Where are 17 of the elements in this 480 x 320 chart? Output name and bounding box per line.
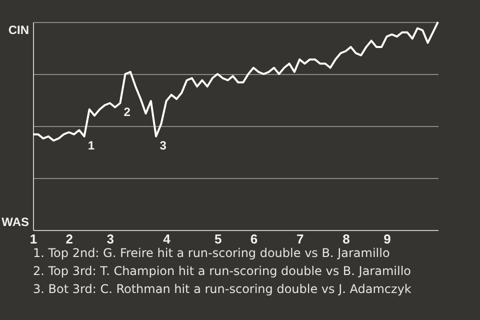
text: CIN	[8, 23, 29, 37]
x-tick-label: 8	[342, 232, 350, 246]
x-tick-label: 7	[296, 232, 304, 246]
x-tick-label: 1	[30, 232, 38, 246]
x-tick-label: 6	[250, 232, 258, 246]
x-tick-label: 9	[384, 232, 391, 246]
x-tick-label: 2	[66, 232, 74, 246]
x-tick-label: 3	[106, 232, 114, 246]
text: 3. Bot 3rd: C. Rothman hit a run-scoring double vs J. Adamczyk	[33, 281, 412, 298]
x-tick-label: 4	[163, 232, 172, 246]
annotation: 2	[124, 105, 131, 120]
text: WAS	[2, 215, 29, 229]
x-tick-label: 5	[214, 232, 222, 246]
annotation: 3	[160, 138, 167, 152]
text: 1. Top 2nd: G. Freire hit a run-scoring double vs B. Jaramillo	[33, 245, 391, 262]
annotation: 1	[88, 138, 95, 152]
text: 2. Top 3rd: T. Champion hit a run-scoring double vs B. Jaramillo	[33, 263, 412, 280]
